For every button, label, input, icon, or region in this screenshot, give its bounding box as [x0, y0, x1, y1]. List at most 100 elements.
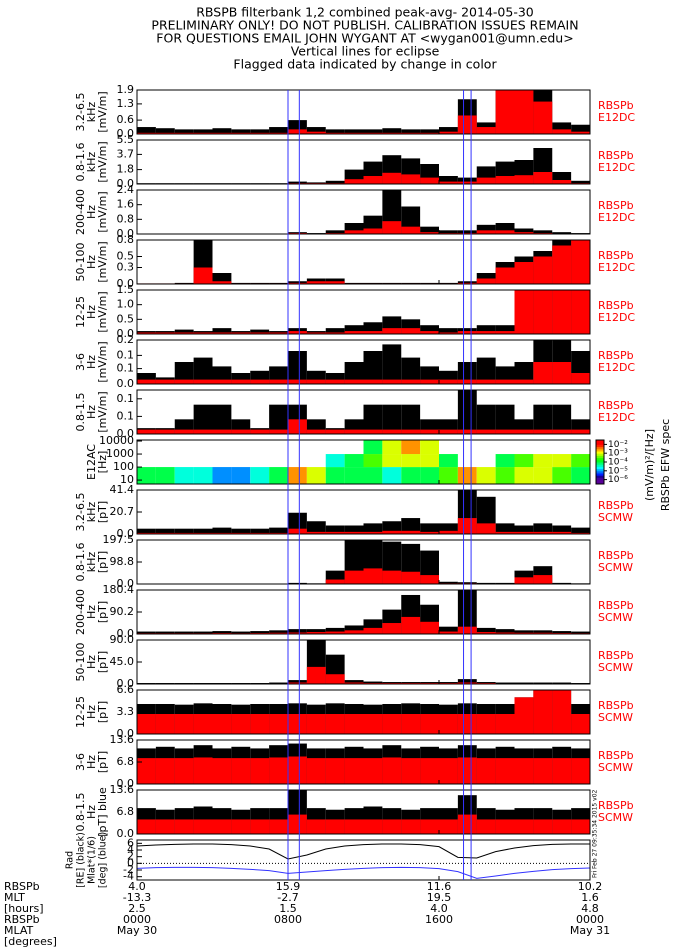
title-line: Flagged data indicated by change in colo… [233, 57, 497, 72]
bar [382, 132, 402, 134]
x-row-label: [hours] [4, 902, 44, 915]
bar [363, 228, 383, 234]
orbit-line [137, 866, 590, 879]
bar [401, 226, 421, 234]
colorbar-step [596, 455, 604, 459]
x-tick-label: May 31 [570, 924, 610, 937]
bar [439, 131, 458, 134]
bar [457, 582, 477, 584]
x-tick-label: 4.0 [128, 880, 146, 893]
bar [344, 525, 364, 534]
bar [533, 632, 553, 634]
bar [552, 122, 572, 134]
bar [325, 627, 345, 634]
bar [344, 630, 364, 634]
bar [514, 531, 534, 534]
bar [306, 819, 326, 834]
y-tick-label: 100 [113, 460, 134, 473]
bar [212, 132, 232, 134]
colorbar-step [596, 444, 604, 448]
bar [269, 682, 288, 684]
y-tick-label: 10 [120, 473, 134, 486]
heat-cell [571, 454, 590, 468]
bar [344, 223, 364, 234]
bar [420, 714, 439, 734]
bar [533, 404, 553, 434]
bar [325, 531, 345, 534]
bar [571, 631, 590, 634]
bar [250, 819, 270, 834]
bar [382, 757, 402, 784]
heat-cell [363, 467, 383, 484]
panel-frame [136, 639, 591, 685]
colorbar-step [596, 446, 604, 450]
x-tick-label: -13.3 [123, 891, 151, 904]
bar [457, 429, 477, 434]
bar [174, 631, 194, 634]
bar [269, 429, 288, 434]
bar [514, 577, 534, 584]
bar [514, 379, 534, 384]
heat-cell [212, 467, 232, 484]
bar [401, 174, 421, 184]
bar [363, 322, 383, 334]
heat-cell [382, 454, 402, 468]
bar [363, 627, 383, 634]
bar [552, 180, 572, 184]
bar [476, 278, 496, 284]
bar [495, 230, 515, 234]
bar [344, 379, 364, 384]
y-tick-label: 0.0 [117, 127, 135, 140]
bar [363, 129, 383, 134]
x-tick-label: 0800 [274, 913, 302, 926]
bar [212, 429, 232, 434]
bar [212, 527, 232, 534]
y-tick-label: 0.0 [117, 727, 135, 740]
heat-cell [552, 467, 572, 484]
bar [193, 267, 213, 284]
bar [514, 758, 534, 784]
bar [137, 714, 156, 734]
bar [250, 132, 270, 134]
bar [137, 127, 156, 134]
colorbar-tick-label: 10⁻³ [608, 449, 628, 459]
bar [344, 132, 364, 134]
colorbar-title: RBSPb EFW spec [659, 419, 672, 511]
y-tick-label: 2 [127, 850, 134, 863]
bar [457, 362, 477, 384]
bar [571, 180, 590, 184]
colorbar-tick-label: 10⁻⁵ [608, 466, 628, 476]
bar [325, 332, 345, 334]
y-tick-label: 0.5 [117, 312, 135, 325]
heat-cell [193, 467, 213, 484]
heat-cell [344, 454, 364, 468]
bar [420, 429, 439, 434]
bar [363, 523, 383, 534]
bar [495, 90, 515, 134]
bar [250, 758, 270, 784]
bar [439, 714, 458, 734]
bar [420, 379, 439, 384]
bar [382, 328, 402, 334]
y-tick-label: 90.0 [110, 633, 135, 646]
bar [193, 132, 213, 134]
instrument-label: RBSPb [598, 299, 634, 312]
instrument-label: E12DC [598, 311, 635, 324]
heat-cell [155, 467, 175, 484]
panel-frame [136, 439, 591, 485]
bar [288, 629, 307, 634]
bar [457, 282, 477, 284]
y-axis-label: kHz [85, 102, 98, 123]
bar [571, 758, 590, 784]
bar [533, 429, 553, 434]
y-axis-label: [pT] [96, 651, 109, 673]
y-axis-label: Hz [85, 255, 98, 269]
bar [174, 819, 194, 834]
bar [363, 132, 383, 134]
bar [193, 332, 213, 334]
timestamp: Fri Feb 27 09:35:34 2015 v02 [592, 789, 599, 878]
bar [476, 627, 496, 634]
bar [344, 179, 364, 184]
